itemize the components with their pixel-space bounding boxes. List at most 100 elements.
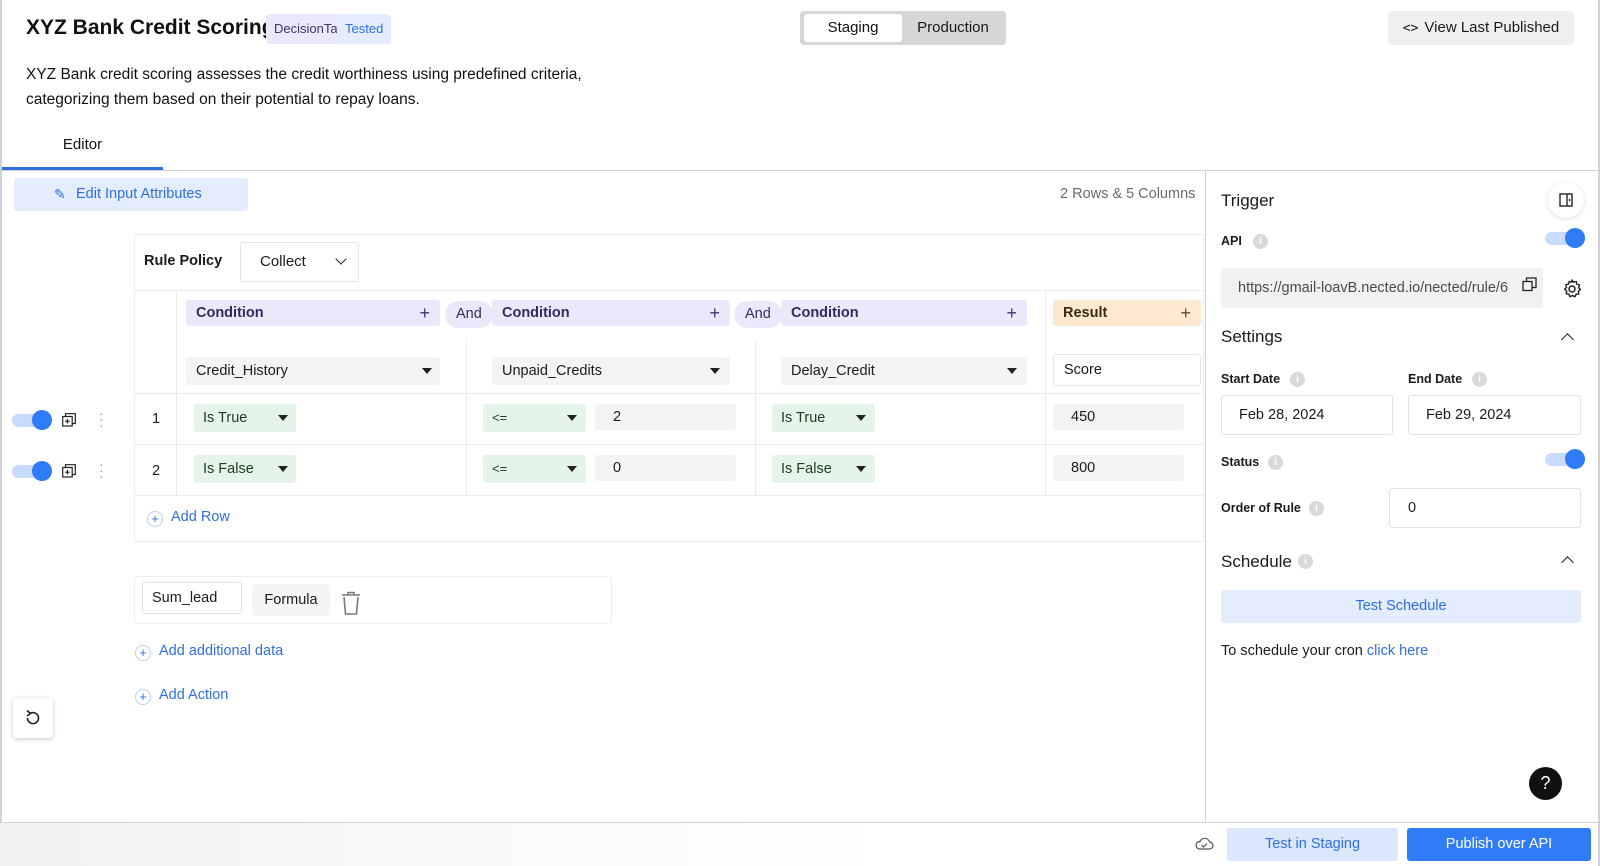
result-value-input[interactable]: 800 xyxy=(1053,455,1184,481)
condition-operator-select[interactable]: <= xyxy=(483,404,586,432)
info-icon[interactable]: i xyxy=(1268,455,1283,470)
add-action-button[interactable]: + Add Action xyxy=(135,687,228,705)
tested-badge: Tested xyxy=(337,14,392,44)
row-enable-toggle[interactable] xyxy=(12,461,52,481)
table-divider xyxy=(134,290,1204,291)
gear-icon[interactable] xyxy=(1561,278,1583,300)
order-of-rule-label: Order of Rule xyxy=(1221,501,1301,515)
row-enable-toggle[interactable] xyxy=(12,410,52,430)
start-date-label: Start Date xyxy=(1221,372,1281,386)
production-tab[interactable]: Production xyxy=(917,19,989,36)
toggle-knob xyxy=(1565,228,1585,248)
result-attribute-input[interactable]: Score xyxy=(1053,354,1201,386)
api-url-field[interactable]: https://gmail-loavB.nected.io/nected/rul… xyxy=(1221,268,1543,308)
add-additional-data-label: Add additional data xyxy=(159,643,284,659)
table-divider xyxy=(466,340,467,495)
sidebar-panel-icon xyxy=(1559,193,1573,207)
condition-operator-select[interactable]: Is False xyxy=(772,455,875,483)
help-button[interactable]: ? xyxy=(1529,767,1562,800)
condition-attribute-select[interactable]: Unpaid_Credits xyxy=(492,357,730,385)
collapse-panel-button[interactable] xyxy=(1548,182,1584,218)
tab-editor[interactable]: Editor xyxy=(2,130,163,170)
copy-icon[interactable] xyxy=(1522,277,1537,292)
row-menu-icon[interactable]: · · · xyxy=(99,405,104,433)
code-icon: <> xyxy=(1402,21,1419,36)
cloud-sync-icon xyxy=(1195,837,1214,850)
condition-operator-select[interactable]: <= xyxy=(483,455,586,483)
row-menu-icon[interactable]: · · · xyxy=(99,456,104,484)
and-connector[interactable]: And xyxy=(445,301,493,328)
result-value-input[interactable]: 450 xyxy=(1053,404,1184,430)
chevron-up-icon[interactable] xyxy=(1561,556,1574,569)
info-icon[interactable]: i xyxy=(1298,554,1313,569)
operator-value: Is True xyxy=(781,410,826,426)
condition-header-label: Condition xyxy=(196,305,264,321)
cron-link[interactable]: click here xyxy=(1366,643,1429,659)
view-last-published-button[interactable]: <> View Last Published xyxy=(1388,11,1574,45)
duplicate-icon[interactable] xyxy=(62,413,76,427)
caret-down-icon xyxy=(1007,368,1017,374)
caret-down-icon xyxy=(856,466,866,472)
duplicate-icon[interactable] xyxy=(62,464,76,478)
cron-help-text: To schedule your cron click here xyxy=(1221,643,1428,659)
condition-value-input[interactable]: 0 xyxy=(595,455,736,481)
order-of-rule-input[interactable]: 0 xyxy=(1389,488,1581,528)
reset-button[interactable] xyxy=(13,698,53,738)
additional-data-type[interactable]: Formula xyxy=(252,584,330,616)
operator-value: <= xyxy=(492,461,508,476)
end-date-input[interactable]: Feb 29, 2024 xyxy=(1408,395,1581,435)
operator-value: Is False xyxy=(781,461,832,477)
rule-policy-select[interactable]: Collect xyxy=(240,242,359,282)
condition-attribute-select[interactable]: Credit_History xyxy=(186,357,440,385)
operator-value: <= xyxy=(492,410,508,425)
decision-table xyxy=(134,234,1204,542)
caret-down-icon xyxy=(278,466,288,472)
condition-value-input[interactable]: 2 xyxy=(595,404,736,430)
info-icon[interactable]: i xyxy=(1472,372,1487,387)
condition-column-header[interactable]: Condition + xyxy=(492,300,730,326)
staging-tab[interactable]: Staging xyxy=(804,14,902,42)
plus-icon: + xyxy=(147,511,163,527)
info-icon[interactable]: i xyxy=(1253,234,1268,249)
condition-column-header[interactable]: Condition + xyxy=(781,300,1027,326)
add-row-button[interactable]: + Add Row xyxy=(147,509,230,527)
table-divider xyxy=(1045,290,1046,495)
result-column-header[interactable]: Result + xyxy=(1053,300,1201,326)
result-header-label: Result xyxy=(1063,305,1108,321)
test-schedule-button[interactable]: Test Schedule xyxy=(1221,590,1581,623)
add-column-icon[interactable]: + xyxy=(1180,303,1191,323)
status-toggle[interactable] xyxy=(1545,449,1585,469)
table-divider xyxy=(134,495,1204,496)
toggle-knob xyxy=(32,461,52,481)
test-in-staging-button[interactable]: Test in Staging xyxy=(1227,828,1398,861)
add-additional-data-button[interactable]: + Add additional data xyxy=(135,643,283,661)
add-column-icon[interactable]: + xyxy=(419,303,430,323)
additional-data-name-input[interactable]: Sum_lead xyxy=(142,582,242,614)
condition-column-header[interactable]: Condition + xyxy=(186,300,440,326)
publish-over-api-button[interactable]: Publish over API xyxy=(1407,828,1591,861)
add-row-label: Add Row xyxy=(171,509,230,525)
info-icon[interactable]: i xyxy=(1309,501,1324,516)
condition-operator-select[interactable]: Is True xyxy=(772,404,875,432)
attribute-name: Delay_Credit xyxy=(791,363,875,379)
chevron-up-icon[interactable] xyxy=(1561,333,1574,346)
api-toggle[interactable] xyxy=(1545,228,1585,248)
sidebar-divider xyxy=(1205,170,1206,822)
condition-attribute-select[interactable]: Delay_Credit xyxy=(781,357,1027,385)
page-title: XYZ Bank Credit Scoring xyxy=(26,16,275,39)
pencil-icon: ✎ xyxy=(54,186,66,202)
row-number: 2 xyxy=(152,463,161,479)
toggle-knob xyxy=(32,410,52,430)
condition-operator-select[interactable]: Is False xyxy=(194,455,296,483)
footer-divider xyxy=(0,822,1600,823)
condition-header-label: Condition xyxy=(502,305,570,321)
add-column-icon[interactable]: + xyxy=(709,303,720,323)
edit-input-attributes-button[interactable]: ✎ Edit Input Attributes xyxy=(14,178,248,211)
caret-down-icon xyxy=(567,415,577,421)
info-icon[interactable]: i xyxy=(1290,372,1305,387)
condition-operator-select[interactable]: Is True xyxy=(194,404,296,432)
start-date-input[interactable]: Feb 28, 2024 xyxy=(1221,395,1393,435)
and-connector[interactable]: And xyxy=(734,301,782,328)
trash-icon[interactable] xyxy=(340,590,362,616)
add-column-icon[interactable]: + xyxy=(1006,303,1017,323)
